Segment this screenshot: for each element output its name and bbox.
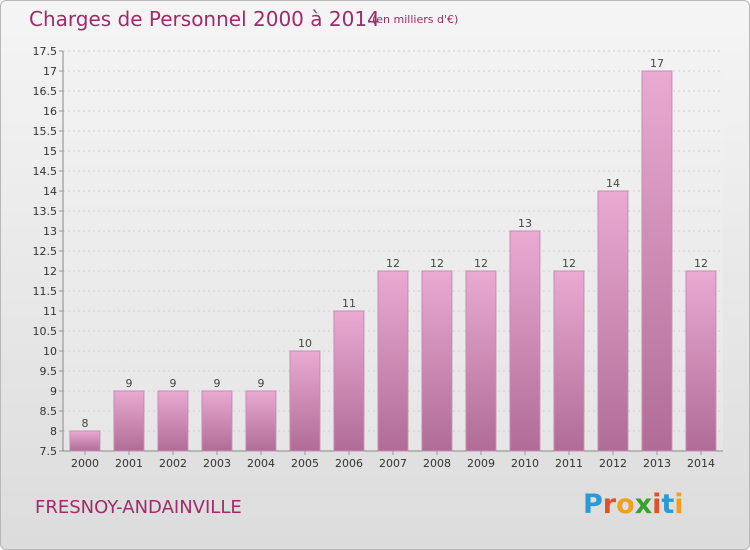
y-tick-label: 12 [43,265,57,278]
x-tick-label-2006: 2006 [335,457,363,470]
data-label-2010: 13 [518,217,532,230]
x-tick-label-2000: 2000 [71,457,99,470]
x-tick-label-2014: 2014 [687,457,715,470]
bar-2001 [113,390,145,452]
place-name: FRESNOY-ANDAINVILLE [35,497,242,518]
x-tick-label-2007: 2007 [379,457,407,470]
data-label-2009: 12 [474,257,488,270]
y-tick-label: 11 [43,305,57,318]
bar-2003 [201,390,233,452]
x-tick-label-2013: 2013 [643,457,671,470]
logo-letter: P [583,489,603,520]
bar-2011 [553,270,585,452]
y-tick-label: 16 [43,105,57,118]
data-label-2006: 11 [342,297,356,310]
data-label-2008: 12 [430,257,444,270]
y-tick-label: 10 [43,345,57,358]
bar-2008 [421,270,453,452]
y-tick-label: 10.5 [33,325,58,338]
chart-title: Charges de Personnel 2000 à 2014 [29,7,380,31]
x-tick-label-2001: 2001 [115,457,143,470]
y-tick-label: 11.5 [33,285,58,298]
x-tick-label-2008: 2008 [423,457,451,470]
data-label-2005: 10 [298,337,312,350]
data-label-2000: 8 [82,417,89,430]
data-label-2007: 12 [386,257,400,270]
bar-2002 [157,390,189,452]
bar-2007 [377,270,409,452]
data-label-2003: 9 [214,377,221,390]
bar-2006 [333,310,365,452]
data-label-2011: 12 [562,257,576,270]
logo-letter: i [652,489,662,520]
proxiti-logo: Proxiti [583,489,684,520]
y-tick-label: 12.5 [33,245,58,258]
y-tick-label: 16.5 [33,85,58,98]
logo-letter: i [674,489,684,520]
y-tick-label: 8 [50,425,57,438]
x-tick-label-2011: 2011 [555,457,583,470]
bar-2004 [245,390,277,452]
bar-2014 [685,270,717,452]
logo-letter: o [616,489,635,520]
x-tick-label-2012: 2012 [599,457,627,470]
x-tick-label-2009: 2009 [467,457,495,470]
y-tick-label: 13 [43,225,57,238]
y-tick-label: 14 [43,185,57,198]
y-tick-label: 17.5 [33,45,58,58]
x-tick-label-2010: 2010 [511,457,539,470]
logo-letter: x [634,489,653,520]
bar-2013 [641,70,673,452]
bar-2005 [289,350,321,452]
y-tick-label: 15 [43,145,57,158]
y-tick-label: 8.5 [40,405,58,418]
x-tick-label-2003: 2003 [203,457,231,470]
y-tick-label: 7.5 [40,445,58,458]
logo-letter: r [602,489,617,520]
data-label-2014: 12 [694,257,708,270]
x-tick-label-2004: 2004 [247,457,275,470]
y-tick-label: 13.5 [33,205,58,218]
data-label-2013: 17 [650,57,664,70]
logo-letter: t [661,489,675,520]
bar-2000 [69,430,101,452]
data-label-2002: 9 [170,377,177,390]
y-tick-label: 15.5 [33,125,58,138]
data-label-2012: 14 [606,177,620,190]
y-tick-label: 14.5 [33,165,58,178]
x-tick-label-2002: 2002 [159,457,187,470]
data-label-2001: 9 [126,377,133,390]
x-tick-label-2005: 2005 [291,457,319,470]
bar-2012 [597,190,629,452]
y-tick-label: 9.5 [40,365,58,378]
bar-2010 [509,230,541,452]
data-label-2004: 9 [258,377,265,390]
y-tick-label: 17 [43,65,57,78]
chart-subtitle: (en milliers d'€) [372,13,459,26]
bar-2009 [465,270,497,452]
y-tick-label: 9 [50,385,57,398]
